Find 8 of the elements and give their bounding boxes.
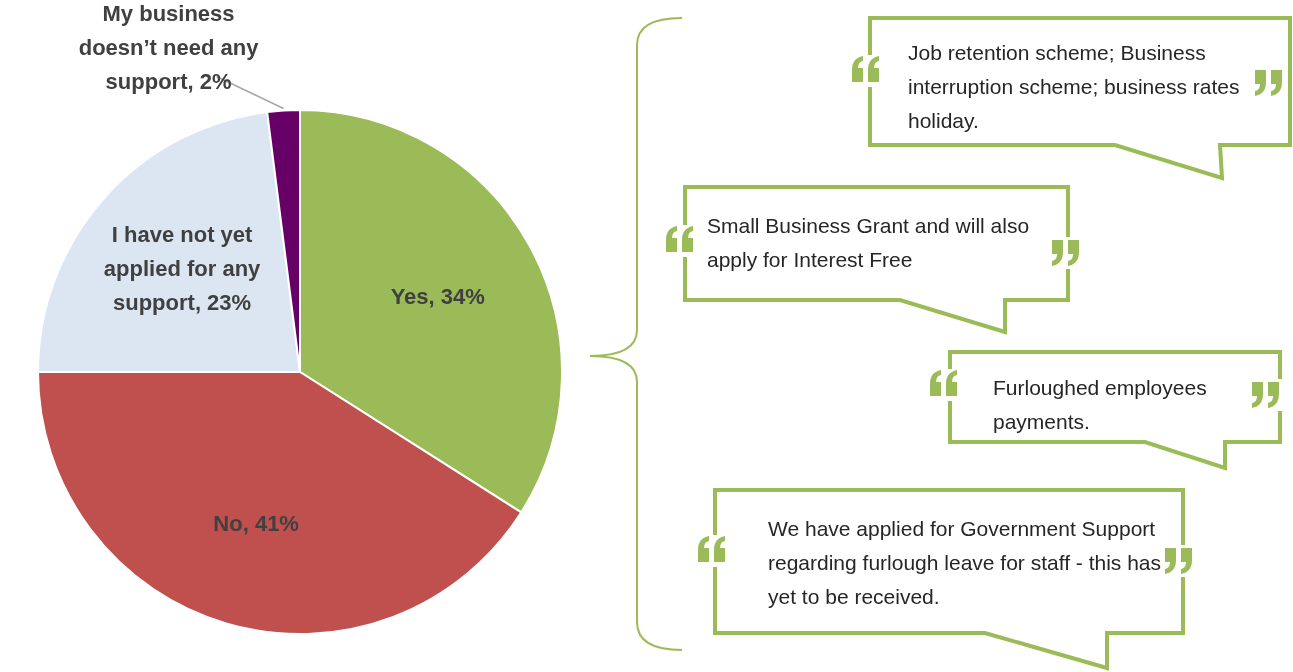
text: Furloughed employees payments. [993,375,1208,435]
slice-label: No, 41% [213,510,299,536]
slice-label: I have not yet applied for any support, 23% [103,222,262,316]
text: Small Business Grant and will also apply for Interest Free [707,213,1031,273]
slice-label: My business doesn’t need any support, 2% [78,0,260,94]
slice-label: Yes, 34% [390,284,485,310]
text: Job retention scheme; Business interruption scheme; business rates holiday. [908,40,1241,134]
text: We have applied for Government Support regarding furlough leave for staff - this has yet to be received. [768,516,1162,610]
